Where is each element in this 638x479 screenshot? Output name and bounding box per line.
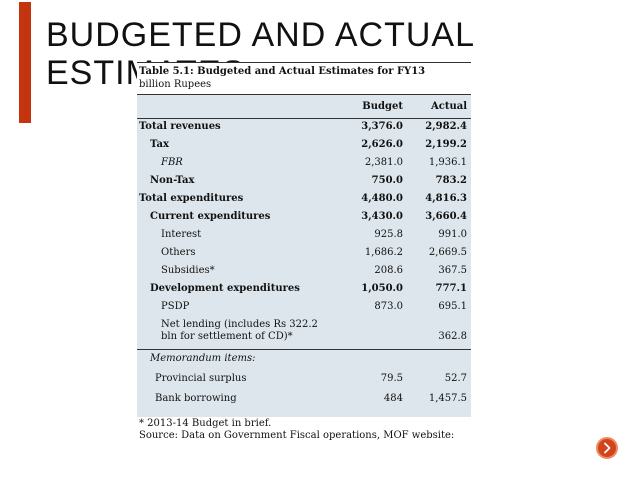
row-label: Bank borrowing — [155, 393, 237, 404]
row-label: Subsidies* — [161, 265, 215, 276]
row-actual: 1,457.5 — [428, 393, 467, 404]
row-actual: 4,816.3 — [425, 193, 467, 204]
row-budget: 925.8 — [374, 229, 403, 240]
header-actual: Actual — [430, 101, 467, 112]
memorandum-label: Memorandum items: — [150, 353, 256, 364]
row-label: Others — [161, 247, 196, 258]
table-body: Budget Actual Total revenues 3,376.0 2,9… — [137, 94, 471, 417]
row-actual: 1,936.1 — [428, 157, 467, 168]
row-budget: 4,480.0 — [361, 193, 403, 204]
row-actual: 362.8 — [438, 331, 467, 342]
row-label: Development expenditures — [150, 283, 300, 294]
row-actual: 991.0 — [438, 229, 467, 240]
row-actual: 783.2 — [435, 175, 467, 186]
row-label-line1: Net lending (includes Rs 322.2 — [161, 319, 318, 330]
row-label: Interest — [161, 229, 202, 240]
row-actual: 3,660.4 — [425, 211, 467, 222]
row-label: PSDP — [161, 301, 190, 312]
source-note: Source: Data on Government Fiscal operat… — [139, 430, 455, 441]
budget-table: Table 5.1: Budgeted and Actual Estimates… — [137, 62, 471, 451]
row-budget: 2,381.0 — [364, 157, 403, 168]
row-actual: 2,199.2 — [425, 139, 467, 150]
header-budget: Budget — [362, 101, 403, 112]
caption-title: Table 5.1: Budgeted and Actual Estimates… — [139, 66, 426, 77]
row-budget: 3,430.0 — [361, 211, 403, 222]
row-budget: 873.0 — [374, 301, 403, 312]
row-label: Total revenues — [139, 121, 221, 132]
row-actual: 695.1 — [438, 301, 467, 312]
row-label: Total expenditures — [139, 193, 244, 204]
row-label: Current expenditures — [150, 211, 271, 222]
footnote: * 2013-14 Budget in brief. — [139, 418, 272, 429]
row-budget: 1,686.2 — [364, 247, 403, 258]
row-label: Non-Tax — [150, 175, 195, 186]
row-actual: 2,982.4 — [425, 121, 467, 132]
row-budget: 2,626.0 — [361, 139, 403, 150]
row-budget: 1,050.0 — [361, 283, 403, 294]
accent-bar — [19, 2, 31, 123]
row-label: Tax — [150, 139, 169, 150]
table-row: Net lending (includes Rs 322.2 bln for s… — [137, 319, 471, 345]
row-actual: 367.5 — [438, 265, 467, 276]
row-budget: 3,376.0 — [361, 121, 403, 132]
row-label-line2: bln for settlement of CD)* — [161, 331, 293, 342]
row-budget: 208.6 — [374, 265, 403, 276]
table-footnotes: * 2013-14 Budget in brief. Source: Data … — [137, 418, 454, 442]
table-caption: Table 5.1: Budgeted and Actual Estimates… — [139, 65, 425, 91]
row-budget: 79.5 — [380, 373, 403, 384]
row-actual: 777.1 — [435, 283, 467, 294]
memorandum-divider — [137, 349, 471, 350]
next-slide-button[interactable] — [596, 437, 618, 459]
row-budget: 750.0 — [371, 175, 403, 186]
chevron-right-icon — [604, 442, 611, 454]
row-actual: 52.7 — [444, 373, 467, 384]
row-budget: 484 — [383, 393, 403, 404]
row-label: FBR — [161, 157, 183, 168]
header-divider — [137, 118, 471, 119]
row-label: Provincial surplus — [155, 373, 247, 384]
caption-units: billion Rupees — [139, 79, 212, 90]
row-actual: 2,669.5 — [428, 247, 467, 258]
